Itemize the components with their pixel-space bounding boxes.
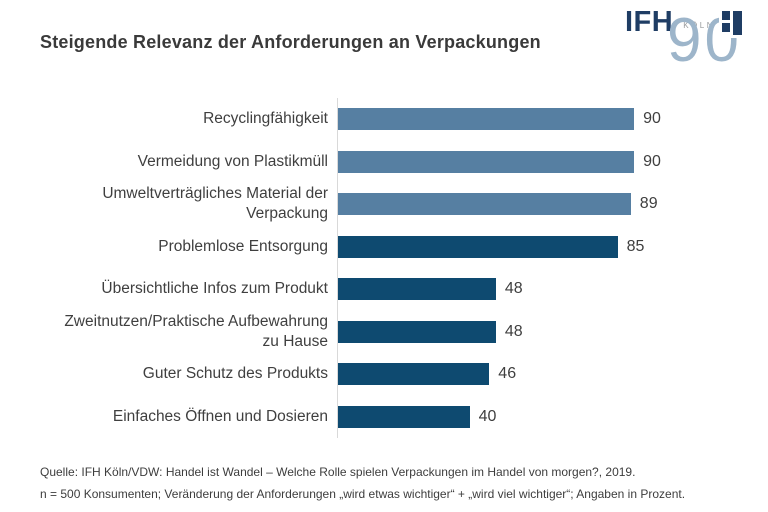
chart-row: Übersichtliche Infos zum Produkt 48 [60, 268, 740, 311]
logo-mark-right-column [733, 11, 742, 35]
chart-row: Recyclingfähigkeit 90 [60, 98, 740, 141]
bar-zone: 85 [337, 225, 740, 268]
bar [338, 150, 635, 173]
value-label: 48 [504, 280, 523, 298]
value-label: 40 [478, 407, 497, 425]
category-label: Recyclingfähigkeit [203, 110, 328, 128]
value-label: 85 [626, 237, 645, 255]
category-label: Umweltverträgliches Material der Verpack… [102, 185, 328, 223]
bar-zone: 48 [337, 268, 740, 311]
bar [338, 320, 496, 343]
bar-chart: Recyclingfähigkeit 90 Vermeidung von Pla… [60, 98, 740, 438]
footer: Quelle: IFH Köln/VDW: Handel ist Wandel … [40, 466, 748, 510]
bar-zone: 90 [337, 98, 740, 141]
logo-row: IFH KÖLN [625, 8, 742, 38]
value-label: 89 [639, 195, 658, 213]
ifh-logo-mark-icon [719, 9, 742, 38]
logo-city-label: KÖLN [683, 21, 715, 30]
source-note: Quelle: IFH Köln/VDW: Handel ist Wandel … [40, 465, 636, 479]
category-label: Vermeidung von Plastikmüll [137, 152, 328, 170]
bar [338, 235, 618, 258]
chart-row: Umweltverträgliches Material der Verpack… [60, 183, 740, 226]
method-note: n = 500 Konsumenten; Veränderung der Anf… [40, 487, 686, 501]
chart-row: Einfaches Öffnen und Dosieren 40 [60, 395, 740, 438]
category-label: Guter Schutz des Produkts [142, 365, 328, 383]
category-label: Zweitnutzen/Praktische Aufbewahrung zu H… [64, 312, 328, 350]
logo-wordmark: IFH [624, 6, 674, 38]
category-label: Übersichtliche Infos zum Produkt [101, 280, 328, 298]
bar-zone: 90 [337, 140, 740, 183]
category-label: Problemlose Entsorgung [158, 237, 328, 255]
bar [338, 363, 490, 386]
logo-mark-segment [722, 11, 730, 20]
bar [338, 193, 631, 216]
bar [338, 278, 496, 301]
bar-zone: 48 [337, 310, 740, 353]
category-label: Einfaches Öffnen und Dosieren [112, 407, 328, 425]
value-label: 48 [504, 322, 523, 340]
chart-row: Problemlose Entsorgung 85 [60, 225, 740, 268]
bar [338, 405, 470, 428]
logo-mark-left-column [722, 11, 730, 35]
value-label: 90 [643, 110, 661, 128]
page-title: Steigende Relevanz der Anforderungen an … [40, 32, 541, 53]
value-label: 46 [498, 365, 517, 383]
bar-zone: 40 [337, 395, 740, 438]
chart-row: Zweitnutzen/Praktische Aufbewahrung zu H… [60, 310, 740, 353]
chart-row: Guter Schutz des Produkts 46 [60, 353, 740, 396]
bar-zone: 46 [337, 353, 740, 396]
logo-mark-segment [722, 23, 730, 32]
chart-row: Vermeidung von Plastikmüll 90 [60, 140, 740, 183]
bar [338, 108, 635, 131]
ifh-koeln-logo: 90 IFH KÖLN [608, 8, 742, 82]
bar-zone: 89 [337, 183, 740, 226]
value-label: 90 [643, 152, 661, 170]
